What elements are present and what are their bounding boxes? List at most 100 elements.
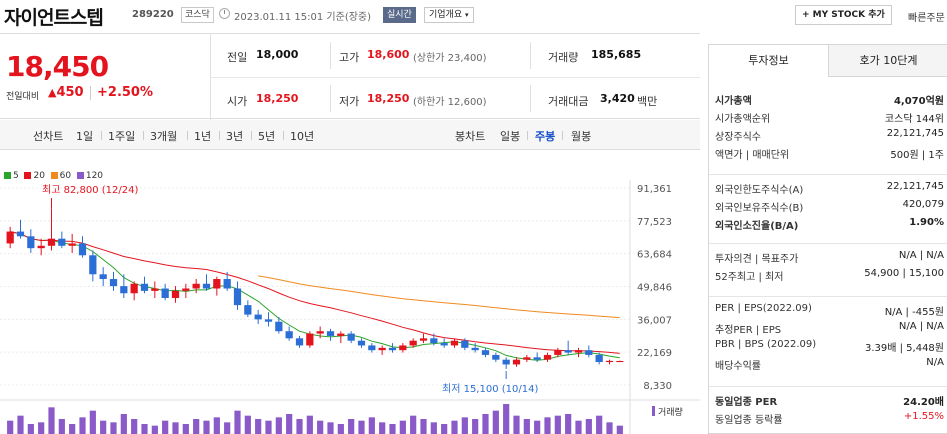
volume-bar xyxy=(420,419,427,434)
company-overview-dropdown[interactable]: 기업개요 ▾ xyxy=(424,7,474,23)
period-3y[interactable]: 3년 xyxy=(226,130,244,143)
volume-label: 거래량 xyxy=(658,406,683,418)
tab-orderbook[interactable]: 호가 10단계 xyxy=(828,45,947,77)
price-summary: 18,450 전일대비 ▲450 +2.50% 전일 18,000 고가 18,… xyxy=(0,33,700,120)
candle-body xyxy=(357,340,366,346)
volume-bar xyxy=(162,420,169,434)
candle-body xyxy=(47,238,56,246)
period-10y[interactable]: 10년 xyxy=(290,130,315,143)
info-label: PBR | BPS (2022.09) xyxy=(715,339,817,350)
info-row: 배당수익률 N/A xyxy=(715,355,947,373)
volume-bar xyxy=(69,424,76,434)
candle-body xyxy=(295,338,304,346)
divider xyxy=(143,131,144,140)
info-value: N/A xyxy=(926,357,944,368)
realtime-button[interactable]: 실시간 xyxy=(383,7,416,23)
period-5y[interactable]: 5년 xyxy=(258,130,276,143)
change-amount: ▲450 xyxy=(48,85,84,100)
divider xyxy=(283,131,284,140)
candle-body xyxy=(233,288,242,306)
volume-bar xyxy=(110,422,117,434)
low-value: 18,250 xyxy=(367,92,410,105)
prev-close-value: 18,000 xyxy=(256,48,299,61)
volume-bar xyxy=(27,424,34,434)
volume-legend-swatch xyxy=(652,406,655,416)
candle-daily[interactable]: 일봉 xyxy=(500,130,521,143)
candle-monthly[interactable]: 월봉 xyxy=(571,130,592,143)
candle-body xyxy=(192,283,200,289)
candle-body xyxy=(554,350,562,355)
info-value: 3.39배 | 5,448원 xyxy=(864,343,944,354)
y-tick-label: 91,361 xyxy=(637,184,672,195)
volume-value: 185,685 xyxy=(591,48,642,61)
candle-body xyxy=(223,279,231,289)
info-label: 외국인한도주식수(A) xyxy=(715,185,804,196)
quick-order-link[interactable]: 빠른주문 xyxy=(908,13,945,24)
y-tick-label: 49,846 xyxy=(637,283,672,294)
volume-bar xyxy=(79,417,86,434)
volume-bar xyxy=(203,420,210,434)
candle-body xyxy=(161,288,169,298)
volume-bar xyxy=(441,424,448,434)
divider xyxy=(709,296,947,297)
investment-info-panel: 투자정보 호가 10단계 시가총액 4,070억원 시가총액순위 코스닥 144위 상장… xyxy=(708,44,947,434)
period-toolbar: 선차트 1일 1주일 3개월 1년 3년 5년 10년 봉차트 일봉 주봉 월봉 xyxy=(0,120,700,150)
candle-body xyxy=(264,319,273,322)
candle-body xyxy=(306,333,314,346)
legend-ma5: 5 xyxy=(4,171,19,181)
info-value: N/A | N/A xyxy=(898,250,944,261)
info-row: 액면가 | 매매단위 500원 | 1주 xyxy=(715,144,947,162)
volume-bar xyxy=(554,415,561,434)
divider xyxy=(709,243,947,244)
divider xyxy=(527,131,528,140)
candle-body xyxy=(213,279,221,289)
info-row: PER | EPS(2022.09) N/A | -455원 xyxy=(715,301,947,319)
volume-bar xyxy=(151,425,158,434)
volume-bar xyxy=(120,414,127,434)
candle-body xyxy=(440,343,448,346)
period-3m[interactable]: 3개월 xyxy=(150,130,178,143)
candle-weekly[interactable]: 주봉 xyxy=(535,130,556,143)
candle-body xyxy=(347,333,355,341)
candle-body xyxy=(202,283,211,289)
divider xyxy=(330,85,331,112)
volume-bar xyxy=(513,415,520,434)
volume-bar xyxy=(48,407,55,434)
stock-header: 자이언트스텝 289220 코스닥 2023.01.11 15:01 기준(장중… xyxy=(0,0,947,30)
high-annotation: 최고 82,800 (12/24) xyxy=(42,184,138,196)
candle-body xyxy=(275,321,283,332)
tab-invest-info[interactable]: 투자정보 xyxy=(709,45,828,77)
candle-body xyxy=(450,340,459,346)
amount-value: 3,420 xyxy=(600,92,635,105)
candle-body xyxy=(254,314,262,320)
volume-bar xyxy=(182,424,189,434)
volume-bar xyxy=(7,420,14,434)
stock-name: 자이언트스텝 xyxy=(4,7,104,29)
period-1d[interactable]: 1일 xyxy=(76,130,94,143)
info-row: 52주최고 | 최저 54,900 | 15,100 xyxy=(715,266,947,284)
high-label: 고가 xyxy=(339,51,360,64)
volume-bar xyxy=(544,417,551,434)
period-1y[interactable]: 1년 xyxy=(194,130,212,143)
volume-bar xyxy=(244,415,251,434)
candle-body xyxy=(326,331,335,336)
candle-body xyxy=(89,255,97,275)
info-value: +1.55% xyxy=(903,411,944,422)
candlestick-chart[interactable]: 91,361 77,523 63,684 49,846 36,007 22,169 8,33… xyxy=(0,180,700,434)
candle-body xyxy=(388,347,397,351)
info-label: 동일업종 PER xyxy=(715,397,778,408)
candle-body xyxy=(171,290,180,298)
volume-bar xyxy=(534,420,541,434)
add-mystock-button[interactable]: + MY STOCK 추가 xyxy=(795,5,892,25)
info-value: 4,070억원 xyxy=(893,96,944,107)
period-1w[interactable]: 1주일 xyxy=(108,130,136,143)
info-label: 외국인보유주식수(B) xyxy=(715,203,804,214)
ma5-line xyxy=(10,231,620,361)
divider xyxy=(187,131,188,140)
info-row: 시가총액순위 코스닥 144위 xyxy=(715,108,947,126)
volume-bar xyxy=(141,424,148,434)
volume-bar xyxy=(58,419,65,434)
divider xyxy=(90,86,91,100)
candle-body xyxy=(16,231,25,237)
info-label: 동일업종 등락률 xyxy=(715,415,783,426)
